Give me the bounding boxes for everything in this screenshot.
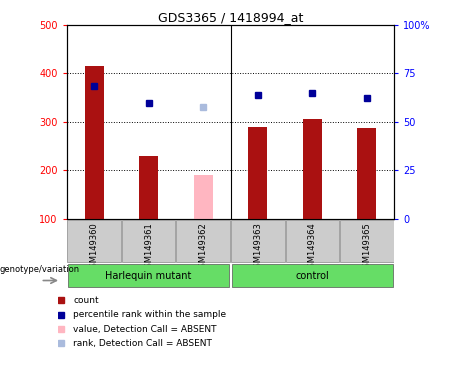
Bar	[177, 220, 230, 262]
Bar	[122, 220, 175, 262]
Bar	[67, 220, 121, 262]
Text: Harlequin mutant: Harlequin mutant	[106, 270, 192, 281]
Text: GSM149360: GSM149360	[89, 222, 99, 273]
Bar	[84, 66, 104, 219]
Bar	[303, 119, 322, 219]
Bar	[357, 128, 377, 219]
Text: value, Detection Call = ABSENT: value, Detection Call = ABSENT	[73, 324, 217, 334]
Bar	[231, 264, 393, 287]
Text: control: control	[296, 270, 329, 281]
Text: GSM149361: GSM149361	[144, 222, 153, 273]
Bar	[139, 156, 158, 219]
Text: count: count	[73, 296, 99, 305]
Bar	[194, 175, 213, 219]
Bar	[340, 220, 394, 262]
Title: GDS3365 / 1418994_at: GDS3365 / 1418994_at	[158, 11, 303, 24]
Bar	[248, 127, 267, 219]
Text: rank, Detection Call = ABSENT: rank, Detection Call = ABSENT	[73, 339, 212, 348]
Text: GSM149365: GSM149365	[362, 222, 372, 273]
Bar	[286, 220, 339, 262]
Text: GSM149363: GSM149363	[253, 222, 262, 273]
Text: percentile rank within the sample: percentile rank within the sample	[73, 310, 226, 319]
Bar	[231, 220, 284, 262]
Text: genotype/variation: genotype/variation	[0, 265, 80, 274]
Text: GSM149364: GSM149364	[308, 222, 317, 273]
Text: GSM149362: GSM149362	[199, 222, 208, 273]
Bar	[68, 264, 230, 287]
